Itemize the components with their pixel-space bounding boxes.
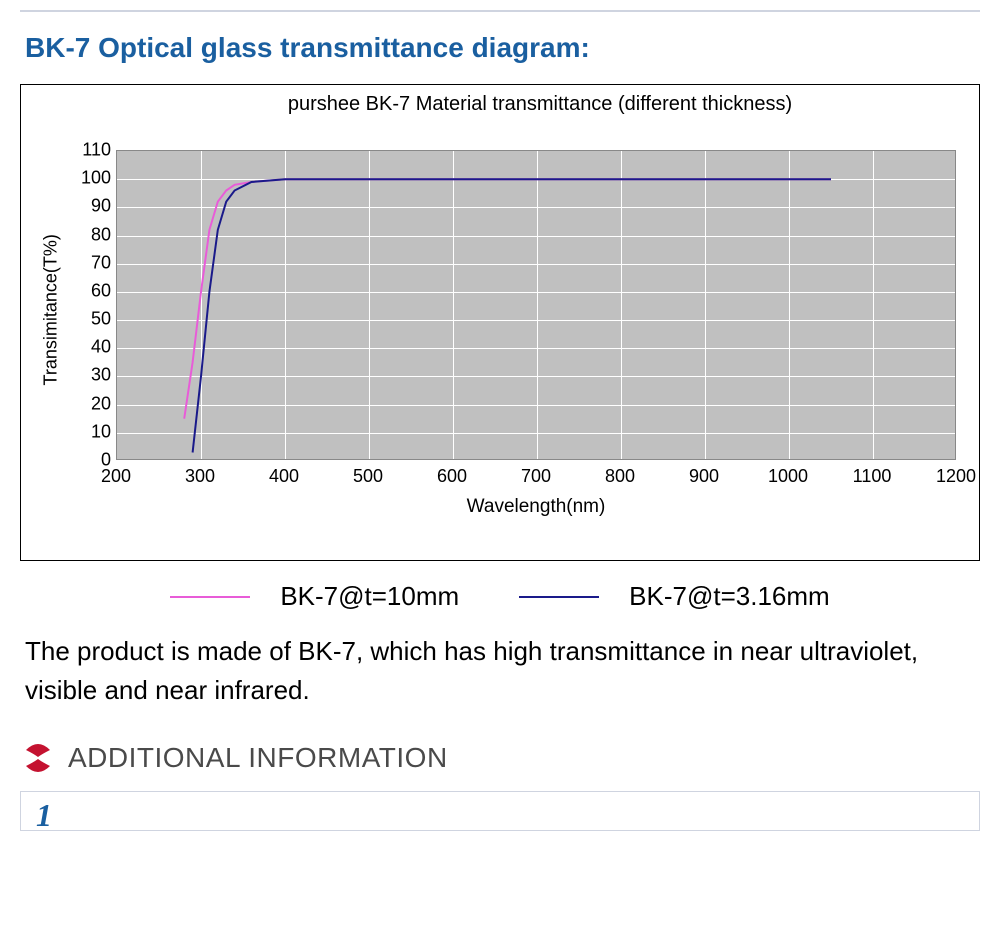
x-tick-label: 800 <box>605 466 635 487</box>
y-axis-label: Transimitance(T%) <box>41 226 62 386</box>
description-text: The product is made of BK-7, which has h… <box>25 632 975 710</box>
x-tick-label: 300 <box>185 466 215 487</box>
y-tick-label: 90 <box>71 196 111 217</box>
chart-container: purshee BK-7 Material transmittance (dif… <box>20 84 980 561</box>
x-tick-label: 500 <box>353 466 383 487</box>
bottom-glyph: 1 <box>36 797 52 833</box>
x-tick-label: 1200 <box>936 466 976 487</box>
x-tick-label: 1100 <box>853 466 892 487</box>
legend-swatch <box>519 596 599 598</box>
additional-info-header: ADDITIONAL INFORMATION <box>20 740 980 776</box>
chart-lines <box>117 151 957 461</box>
series-line <box>184 179 831 419</box>
additional-info-title: ADDITIONAL INFORMATION <box>68 742 448 774</box>
chart-legend: BK-7@t=10mm BK-7@t=3.16mm <box>20 581 980 612</box>
section-title: BK-7 Optical glass transmittance diagram… <box>25 32 980 64</box>
bottom-panel: 1 <box>20 791 980 831</box>
x-tick-label: 600 <box>437 466 467 487</box>
y-tick-label: 20 <box>71 393 111 414</box>
x-axis-label: Wavelength(nm) <box>467 496 606 518</box>
x-tick-label: 400 <box>269 466 299 487</box>
x-tick-label: 900 <box>689 466 719 487</box>
y-tick-label: 30 <box>71 365 111 386</box>
legend-label: BK-7@t=3.16mm <box>629 581 830 612</box>
plot-region <box>116 150 956 460</box>
legend-label: BK-7@t=10mm <box>280 581 459 612</box>
y-tick-label: 50 <box>71 309 111 330</box>
x-tick-label: 1000 <box>768 466 808 487</box>
legend-item: BK-7@t=10mm <box>170 581 459 612</box>
top-divider <box>20 10 980 12</box>
x-tick-label: 700 <box>521 466 551 487</box>
x-tick-label: 200 <box>101 466 131 487</box>
y-tick-label: 60 <box>71 280 111 301</box>
chart-title: purshee BK-7 Material transmittance (dif… <box>111 93 969 116</box>
y-tick-label: 40 <box>71 337 111 358</box>
series-line <box>193 179 831 452</box>
y-tick-label: 80 <box>71 224 111 245</box>
y-tick-label: 10 <box>71 421 111 442</box>
chart-area: 0102030405060708090100110200300400500600… <box>31 120 971 540</box>
logo-icon <box>20 740 56 776</box>
y-tick-label: 70 <box>71 252 111 273</box>
legend-swatch <box>170 596 250 598</box>
y-tick-label: 110 <box>71 140 111 161</box>
legend-item: BK-7@t=3.16mm <box>519 581 830 612</box>
y-tick-label: 100 <box>71 168 111 189</box>
